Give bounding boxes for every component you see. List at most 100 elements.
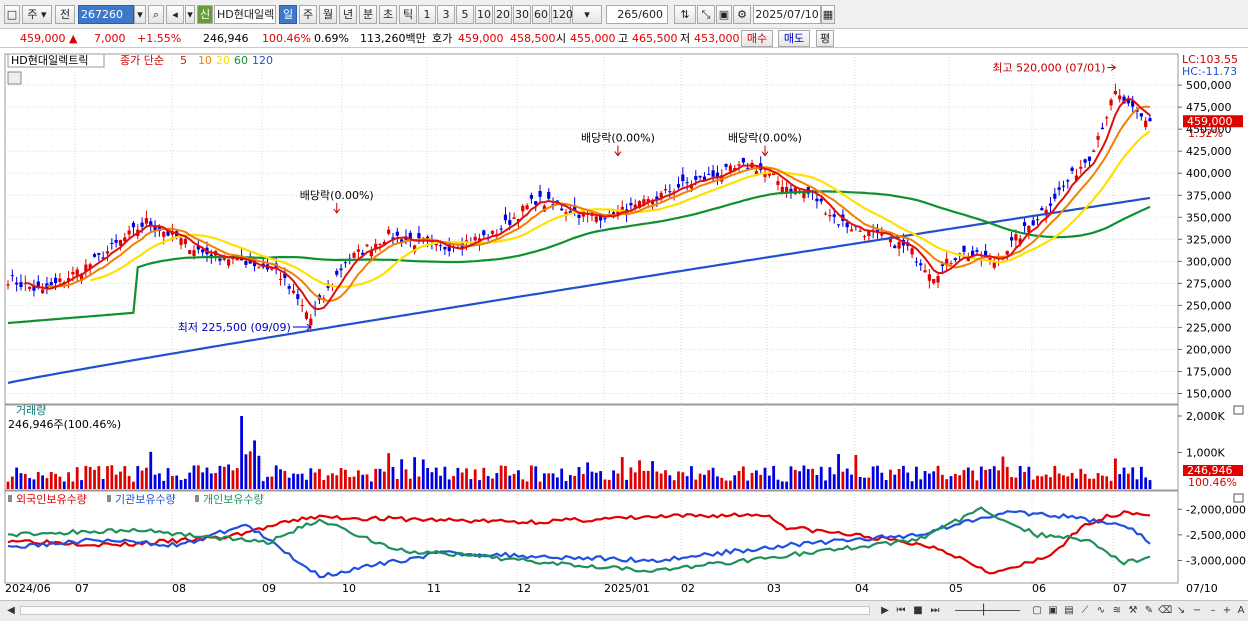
candle: [772, 173, 776, 176]
crosshair-icon[interactable]: ⤡: [697, 5, 715, 24]
interval-10[interactable]: 10: [475, 5, 493, 24]
period-select[interactable]: 주 ▾: [22, 5, 52, 24]
candle: [668, 191, 672, 193]
code-input[interactable]: 267260: [78, 5, 134, 24]
volume-bar: [6, 481, 10, 489]
candle: [274, 263, 278, 269]
fib-icon[interactable]: ≋: [1112, 605, 1122, 616]
volume-bar: [352, 476, 356, 489]
search-icon[interactable]: ⌕: [148, 5, 164, 24]
last-icon[interactable]: ⏭: [930, 605, 940, 616]
save-icon[interactable]: ▣: [716, 5, 732, 24]
speaker-icon[interactable]: ◂: [166, 5, 184, 24]
stop-icon[interactable]: ■: [913, 605, 923, 616]
interval-30[interactable]: 30: [513, 5, 531, 24]
candle: [1018, 238, 1022, 244]
chevron-down-icon[interactable]: ▾: [185, 5, 195, 24]
dividend-annotation: 배당락(0.00%): [728, 132, 802, 145]
chart-tools-icon[interactable]: ⇅: [674, 5, 696, 24]
stock-chart[interactable]: 500,000475,000450,000425,000400,000375,0…: [0, 48, 1248, 600]
sell-button[interactable]: 매도: [778, 30, 810, 47]
calendar-icon[interactable]: ▦: [821, 5, 835, 24]
candle: [352, 252, 356, 258]
candle: [577, 214, 581, 218]
stock-name-field[interactable]: HD현대일렉: [214, 5, 276, 24]
copy-icon[interactable]: ▣: [1048, 605, 1058, 616]
volume-bar: [910, 481, 914, 489]
volume-bar: [486, 476, 490, 489]
tool-icon[interactable]: ⚒: [1128, 605, 1138, 616]
tab-6[interactable]: 틱: [399, 5, 417, 24]
interval-120[interactable]: 120: [551, 5, 573, 24]
candle: [616, 210, 620, 217]
count-field[interactable]: 265/600: [606, 5, 668, 24]
line-tool-icon[interactable]: ⟋: [1081, 605, 1089, 616]
volume-bar: [465, 468, 468, 489]
volume-bar: [504, 466, 507, 489]
date-field[interactable]: 2025/07/10: [753, 5, 821, 24]
interval-5[interactable]: 5: [456, 5, 474, 24]
volume-bar: [538, 481, 542, 489]
interval-60[interactable]: 60: [532, 5, 550, 24]
window-icon[interactable]: □: [4, 5, 20, 24]
volume-bar: [244, 454, 248, 489]
pen-icon[interactable]: ✎: [1144, 605, 1154, 616]
zoom-in-icon[interactable]: +: [1222, 605, 1232, 616]
eraser-icon[interactable]: ⌫: [1158, 605, 1173, 616]
tab-3[interactable]: 년: [339, 5, 357, 24]
print-icon[interactable]: ▤: [1064, 605, 1074, 616]
tab-5[interactable]: 초: [379, 5, 397, 24]
wave-icon[interactable]: ∿: [1096, 605, 1106, 616]
volume-bar: [365, 474, 369, 489]
tab-0[interactable]: 일: [279, 5, 297, 24]
volume-bar: [603, 479, 607, 489]
chevron-down-icon[interactable]: ▾: [134, 5, 146, 24]
candle: [538, 190, 542, 197]
font-icon[interactable]: A: [1237, 605, 1245, 616]
interval-1[interactable]: 1: [418, 5, 436, 24]
tab-1[interactable]: 주: [299, 5, 317, 24]
x-axis-label: 12: [517, 582, 531, 595]
chart-scrollbar[interactable]: ◀ ▶ ⏮ ■ ⏭ ▏ ▢ ▣ ▤ ⟋ ∿ ≋ ⚒ ✎ ⌫ ↘ − – + A: [0, 600, 1248, 621]
interval-3[interactable]: 3: [437, 5, 455, 24]
tab-4[interactable]: 분: [359, 5, 377, 24]
volume-bar: [850, 474, 853, 489]
gear-icon[interactable]: ⚙: [733, 5, 751, 24]
volume-bar: [789, 466, 793, 489]
volume-bar: [854, 455, 858, 489]
zoom-handle[interactable]: ▏: [983, 605, 991, 616]
prev-button[interactable]: 전: [55, 5, 75, 24]
price-axis-label: 475,000: [1186, 101, 1232, 114]
scroll-track[interactable]: [20, 606, 870, 615]
scroll-left-icon[interactable]: ◀: [7, 605, 15, 616]
volume-bar: [296, 474, 300, 489]
zoom-out-icon[interactable]: −: [1192, 605, 1202, 616]
volume-bar: [67, 472, 70, 489]
candle: [1027, 226, 1031, 233]
volume-bar: [313, 472, 317, 489]
arrow-icon[interactable]: ↘: [1176, 605, 1186, 616]
interval-20[interactable]: 20: [494, 5, 512, 24]
interval-dropdown[interactable]: ▾: [572, 5, 602, 24]
candle: [629, 202, 633, 206]
candle: [733, 168, 737, 171]
volume-bar: [672, 480, 676, 489]
buy-button[interactable]: 매수: [741, 30, 773, 47]
volume-bar: [430, 472, 434, 489]
volume-bar: [287, 477, 291, 489]
scroll-right-icon[interactable]: ▶: [881, 605, 889, 616]
zoom-reset-icon[interactable]: –: [1210, 605, 1216, 616]
zoom-slider[interactable]: [955, 610, 1020, 611]
volume-bar: [41, 475, 45, 489]
volume-bar: [1144, 477, 1148, 489]
candle: [123, 237, 127, 242]
volume-bar: [975, 480, 979, 489]
volume-bar: [1062, 475, 1065, 489]
first-icon[interactable]: ⏮: [896, 605, 906, 616]
volume-value: 246,946: [203, 32, 249, 45]
layout-icon[interactable]: ▢: [1032, 605, 1042, 616]
volume-bar: [1040, 476, 1044, 489]
avg-button[interactable]: 평: [816, 30, 834, 47]
candle: [603, 218, 607, 220]
tab-2[interactable]: 월: [319, 5, 337, 24]
